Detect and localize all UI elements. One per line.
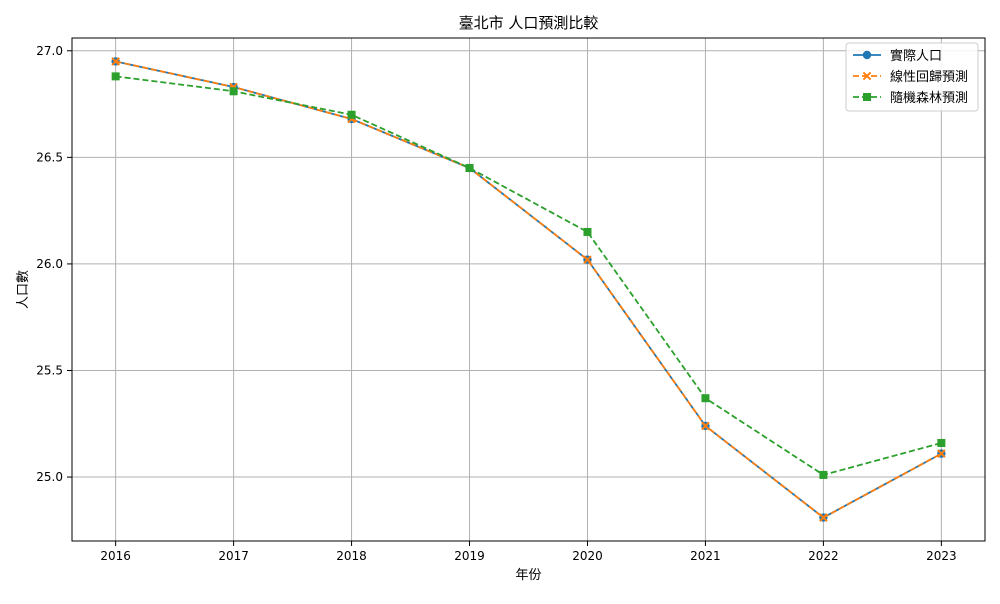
data-point [465, 164, 474, 173]
legend-swatch-marker [862, 71, 872, 81]
series-3 [111, 72, 946, 479]
data-point [111, 57, 120, 66]
marker-stroke [111, 57, 120, 66]
data-point [583, 255, 592, 264]
data-point [937, 449, 946, 458]
marker-stroke [862, 71, 872, 81]
legend-label: 實際人口 [890, 48, 942, 64]
y-tick-label: 26.5 [36, 150, 63, 164]
data-point [937, 438, 946, 447]
x-axis-label: 年份 [515, 568, 541, 583]
y-axis-label: 人口數 [16, 270, 31, 309]
x-tick-label: 2023 [926, 549, 957, 563]
x-tick-label: 2016 [100, 549, 131, 563]
x-tick-label: 2017 [218, 549, 249, 563]
y-tick-label: 27.0 [36, 44, 63, 58]
legend-box [845, 42, 979, 112]
data-point [347, 110, 356, 119]
data-point [229, 87, 238, 96]
marker-stroke [701, 421, 710, 431]
legend-label: 線性回歸預測 [890, 69, 968, 85]
x-tick-label: 2021 [690, 549, 721, 563]
x-tick-label: 2020 [572, 549, 603, 563]
data-point [701, 394, 710, 403]
x-tick-label: 2022 [808, 549, 839, 563]
chart-title: 臺北市 人口預測比較 [459, 14, 599, 32]
y-tick-label: 26.0 [36, 257, 63, 271]
y-tick-label: 25.5 [36, 363, 63, 377]
x-tick-label: 2018 [336, 549, 367, 563]
legend-swatch-marker [863, 93, 871, 101]
series-line [115, 75, 942, 476]
data-point [111, 72, 120, 81]
data-point [583, 227, 592, 236]
marker-stroke [937, 449, 946, 458]
series-layer [111, 57, 946, 522]
series-line [115, 60, 942, 519]
x-tick-label: 2019 [454, 549, 485, 563]
data-point [701, 421, 710, 431]
marker-stroke [583, 255, 592, 264]
plot-frame [71, 37, 986, 542]
data-point [819, 513, 828, 522]
y-tick-label: 25.0 [36, 470, 63, 484]
legend-swatch-marker [862, 50, 872, 60]
legend-label: 隨機森林預測 [890, 91, 968, 106]
data-point [819, 470, 828, 479]
axis-ticks: 2016 2017 2018 2019 2020 2021 2022 2023 25.0 25.5… [36, 44, 956, 563]
marker-stroke [819, 513, 828, 522]
